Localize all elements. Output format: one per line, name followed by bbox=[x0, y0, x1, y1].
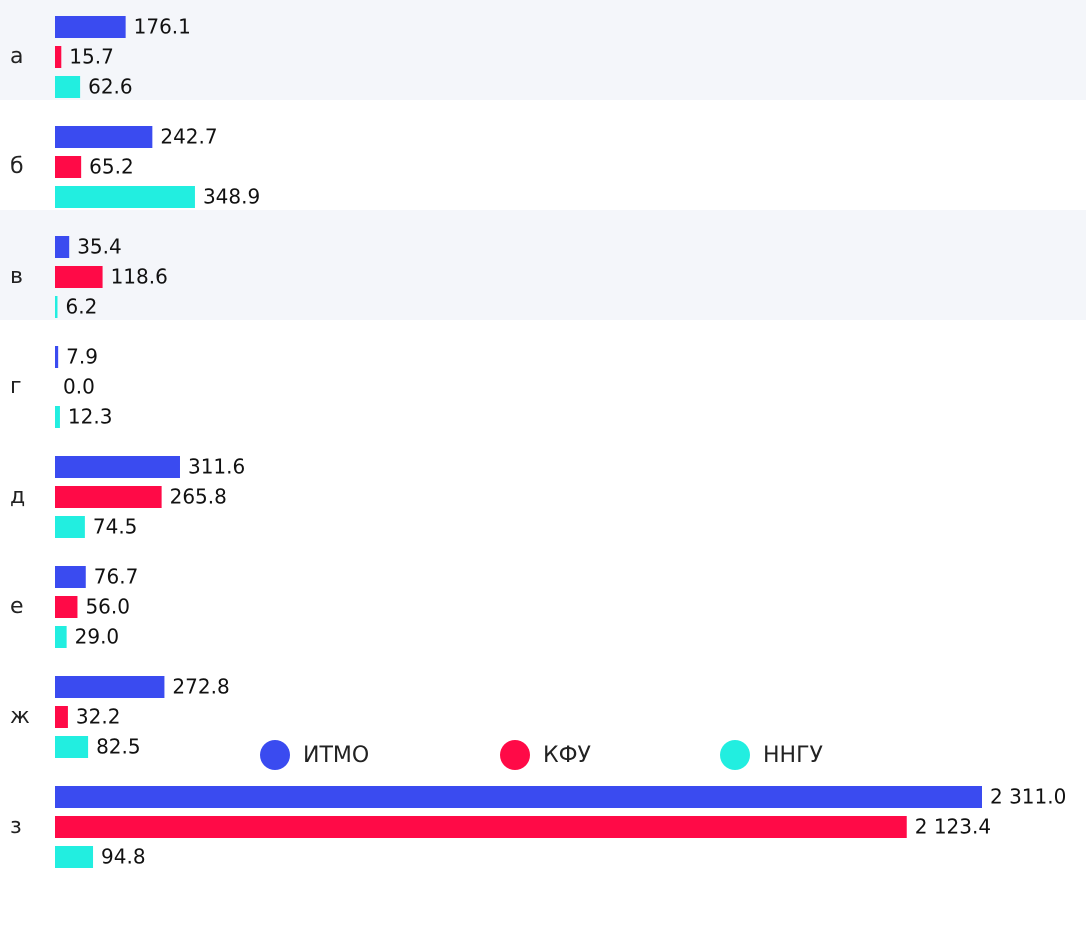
category-label: ж bbox=[10, 704, 30, 729]
bar bbox=[55, 486, 162, 508]
category-label: д bbox=[10, 484, 25, 509]
legend-swatch bbox=[260, 740, 290, 770]
value-label: 56.0 bbox=[85, 595, 130, 619]
bar bbox=[55, 786, 982, 808]
bar bbox=[55, 846, 94, 868]
bar bbox=[55, 706, 68, 728]
row-band bbox=[0, 0, 1086, 100]
value-label: 311.6 bbox=[188, 455, 245, 479]
bar bbox=[55, 296, 58, 318]
value-label: 348.9 bbox=[203, 185, 260, 209]
category-label: г bbox=[10, 374, 22, 399]
value-label: 76.7 bbox=[94, 565, 139, 589]
value-label: 118.6 bbox=[111, 265, 168, 289]
bar bbox=[55, 566, 86, 588]
category-label: в bbox=[10, 264, 23, 289]
value-label: 265.8 bbox=[170, 485, 227, 509]
bar bbox=[55, 816, 907, 838]
bar bbox=[55, 346, 59, 368]
bar bbox=[55, 516, 85, 538]
bar bbox=[55, 266, 103, 288]
value-label: 62.6 bbox=[88, 75, 133, 99]
value-label: 35.4 bbox=[77, 235, 122, 259]
category-label: з bbox=[10, 814, 22, 839]
bar bbox=[55, 76, 81, 98]
category-label: а bbox=[10, 44, 23, 69]
bar bbox=[55, 236, 70, 258]
legend-label: КФУ bbox=[543, 743, 592, 768]
bar bbox=[55, 596, 78, 618]
value-label: 242.7 bbox=[160, 125, 217, 149]
bar bbox=[55, 186, 195, 208]
bar bbox=[55, 626, 67, 648]
bar bbox=[55, 676, 165, 698]
bar bbox=[55, 406, 60, 428]
value-label: 12.3 bbox=[68, 405, 113, 429]
value-label: 6.2 bbox=[65, 295, 97, 319]
value-label: 2 311.0 bbox=[990, 785, 1066, 809]
category-label: б bbox=[10, 154, 24, 179]
value-label: 272.8 bbox=[172, 675, 229, 699]
bar bbox=[55, 126, 153, 148]
value-label: 94.8 bbox=[101, 845, 146, 869]
value-label: 15.7 bbox=[69, 45, 114, 69]
value-label: 176.1 bbox=[134, 15, 191, 39]
value-label: 29.0 bbox=[75, 625, 120, 649]
legend-swatch bbox=[720, 740, 750, 770]
value-label: 74.5 bbox=[93, 515, 138, 539]
category-label: е bbox=[10, 594, 24, 619]
row-band bbox=[0, 210, 1086, 320]
legend-swatch bbox=[500, 740, 530, 770]
bar bbox=[55, 16, 126, 38]
value-label: 82.5 bbox=[96, 735, 141, 759]
value-label: 32.2 bbox=[76, 705, 121, 729]
value-label: 2 123.4 bbox=[915, 815, 991, 839]
value-label: 65.2 bbox=[89, 155, 134, 179]
legend-label: ИТМО bbox=[303, 743, 369, 768]
bar bbox=[55, 736, 89, 758]
bar bbox=[55, 46, 62, 68]
value-label: 0.0 bbox=[63, 375, 95, 399]
legend-label: ННГУ bbox=[763, 743, 824, 768]
value-label: 7.9 bbox=[66, 345, 98, 369]
bar bbox=[55, 156, 82, 178]
bar bbox=[55, 456, 180, 478]
